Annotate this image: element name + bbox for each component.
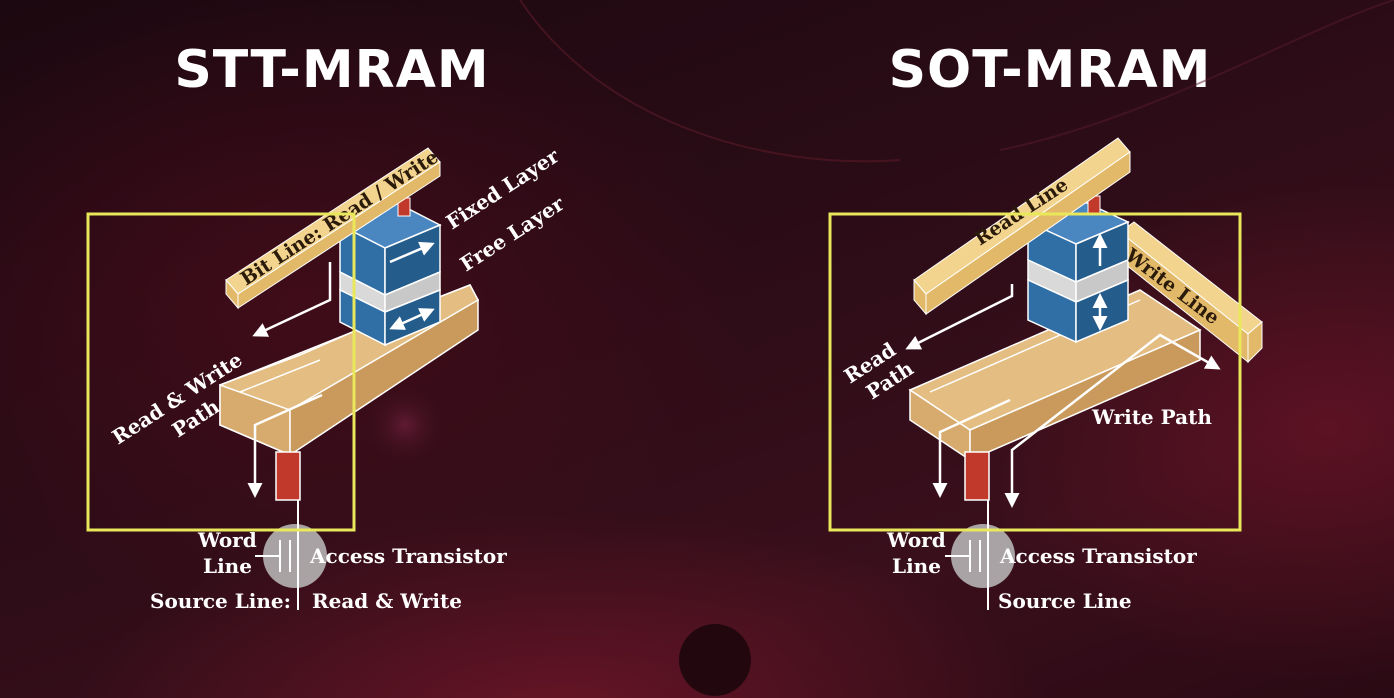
stt-word-label-1: Word	[197, 528, 257, 552]
sot-access-transistor	[945, 500, 1015, 610]
stt-source-line-value: Read & Write	[312, 589, 462, 613]
stt-word-label-2: Line	[203, 554, 252, 578]
free-arrow-icon	[389, 308, 435, 330]
stt-access-transistor	[255, 500, 327, 610]
sot-word-label-1: Word	[886, 528, 946, 552]
sot-mram-title: SOT-MRAM	[888, 40, 1212, 100]
fixed-arrow-icon	[389, 241, 435, 264]
stt-path-arrows	[247, 262, 332, 498]
stt-highlight-box	[86, 212, 356, 532]
sot-read-line-bar	[913, 137, 1131, 316]
stt-mram-title: STT-MRAM	[174, 40, 490, 100]
stt-mtj-stack	[338, 197, 442, 347]
stt-diagram: Bit Line: Read / Write Fixed Layer Free …	[86, 143, 569, 613]
sot-highlight-box	[828, 212, 1242, 532]
stt-source-line-label: Source Line:	[150, 589, 291, 613]
sot-path-arrows	[905, 284, 1221, 508]
sot-source-line-label: Source Line	[998, 589, 1132, 613]
sot-write-path-label: Write Path	[1091, 405, 1212, 429]
sot-via-pillar	[964, 451, 990, 501]
sot-word-label-2: Line	[892, 554, 941, 578]
sot-write-line-bar	[1119, 221, 1263, 364]
sot-mtj-stack	[1026, 195, 1130, 344]
sot-access-transistor-label: Access Transistor	[999, 544, 1197, 568]
stt-access-transistor-label: Access Transistor	[309, 544, 507, 568]
sot-diagram: Read Line Write Line Read Path Write Pat…	[828, 137, 1263, 613]
stt-via-pillar	[275, 451, 301, 501]
stt-bit-line-bar	[225, 147, 441, 310]
background-decor	[365, 0, 1394, 696]
